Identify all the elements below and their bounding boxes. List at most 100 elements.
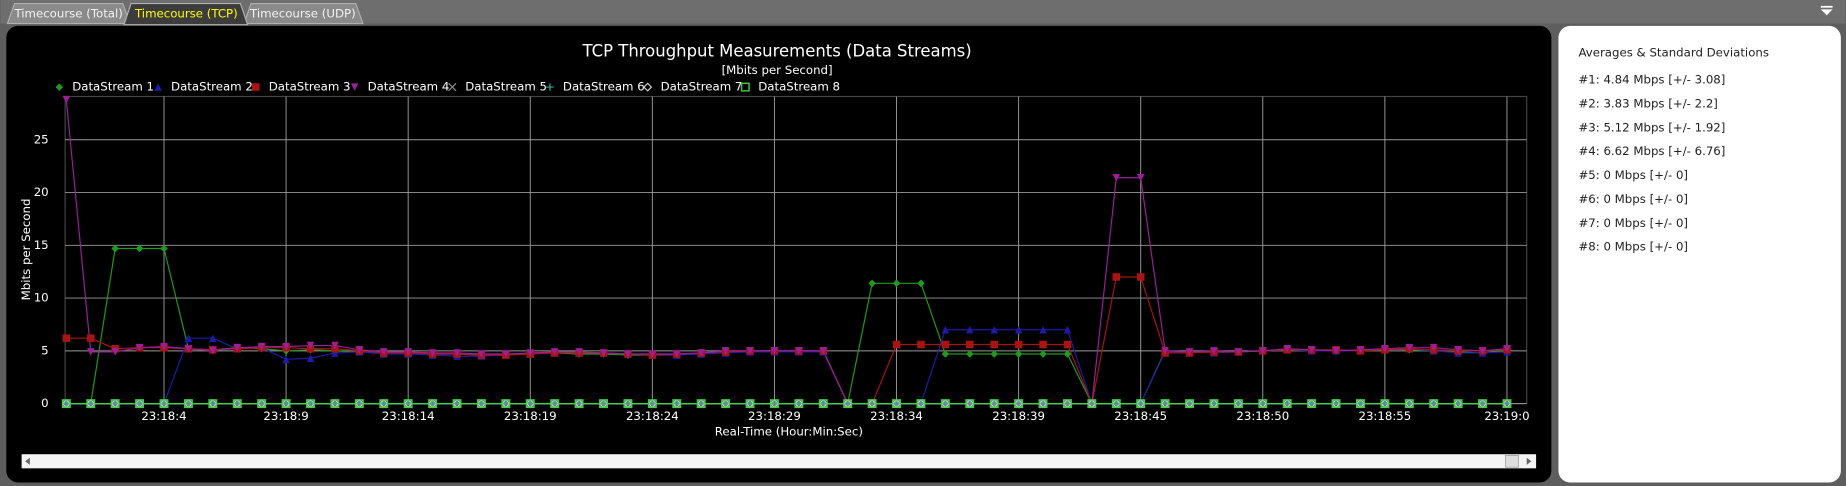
point — [1112, 399, 1121, 408]
point — [721, 399, 730, 408]
stats-line: #8: 0 Mbps [+/- 0] — [1578, 240, 1688, 254]
point — [257, 399, 266, 408]
point — [184, 344, 193, 353]
point — [306, 399, 315, 408]
point — [306, 399, 315, 409]
point — [1283, 399, 1291, 408]
point — [1503, 399, 1511, 408]
point — [477, 399, 486, 408]
point — [1185, 399, 1195, 409]
tab-label[interactable]: Timecourse (Total) — [13, 7, 122, 21]
point — [1404, 399, 1414, 409]
point — [1063, 350, 1072, 358]
point — [941, 340, 950, 349]
point — [1381, 344, 1389, 353]
point — [745, 399, 755, 409]
point — [843, 399, 853, 409]
point — [111, 244, 119, 253]
point — [184, 334, 193, 342]
legend-label: DataStream 3 — [269, 80, 351, 94]
point — [990, 350, 998, 358]
legend-label: DataStream 1 — [72, 80, 154, 94]
point — [1356, 346, 1365, 354]
point — [868, 279, 876, 288]
tab-label[interactable]: Timecourse (UDP) — [249, 7, 356, 21]
point — [648, 350, 657, 358]
scrollbar[interactable] — [21, 454, 1537, 469]
point — [1161, 347, 1169, 355]
legend-marker — [740, 82, 750, 92]
point — [209, 334, 217, 342]
point — [966, 325, 974, 334]
point — [624, 399, 632, 408]
point — [1039, 399, 1047, 408]
point — [111, 399, 119, 408]
point — [1332, 399, 1340, 408]
point — [1283, 344, 1291, 353]
point — [1307, 399, 1317, 409]
point — [624, 350, 632, 358]
point — [892, 340, 901, 349]
point — [599, 399, 608, 408]
point — [892, 399, 901, 408]
point — [111, 348, 119, 356]
point — [1307, 346, 1316, 354]
point — [599, 349, 608, 357]
stats-panel — [1558, 25, 1841, 483]
point — [525, 399, 535, 409]
point — [672, 350, 681, 358]
point — [672, 399, 682, 409]
x-tick-label: 23:18:34 — [870, 409, 923, 423]
point — [1210, 399, 1218, 408]
point — [1161, 399, 1169, 408]
point — [209, 347, 217, 355]
point — [428, 349, 437, 357]
tab-active[interactable] — [123, 2, 249, 26]
point — [1380, 399, 1390, 409]
scroll-thumb[interactable] — [1505, 455, 1519, 468]
point — [867, 399, 877, 409]
point — [1111, 399, 1121, 409]
point — [502, 350, 510, 358]
point — [184, 399, 193, 408]
tab-bar — [0, 0, 1846, 24]
x-tick-label: 23:18:24 — [626, 409, 679, 423]
point — [62, 399, 71, 408]
point — [1087, 399, 1097, 409]
legend-marker — [154, 83, 162, 91]
tab[interactable] — [243, 2, 364, 25]
point — [1063, 340, 1072, 349]
point — [379, 399, 389, 409]
plot: 0 5 10 15 20 25 23:18:4 23:18:9 23:18:14 23:18:19… — [34, 80, 1530, 423]
point — [86, 399, 95, 408]
point — [1478, 399, 1488, 409]
point — [355, 399, 364, 408]
point — [647, 399, 657, 409]
tab[interactable] — [6, 2, 131, 25]
point — [331, 341, 339, 350]
point — [330, 399, 340, 409]
point — [990, 325, 998, 334]
dropdown-icon[interactable] — [1820, 9, 1833, 16]
point — [404, 348, 412, 356]
point — [868, 399, 876, 408]
point — [1258, 399, 1268, 409]
legend-label: DataStream 5 — [465, 80, 547, 94]
x-tick-label: 23:18:50 — [1236, 409, 1289, 423]
point — [1234, 399, 1243, 408]
scroll-right[interactable] — [1526, 457, 1532, 465]
point — [331, 399, 339, 408]
point — [819, 347, 828, 355]
point — [843, 399, 852, 408]
point — [86, 334, 95, 342]
point — [574, 399, 584, 409]
scroll-left[interactable] — [25, 457, 30, 465]
y-tick-label: 20 — [34, 185, 49, 199]
point — [966, 340, 974, 349]
point — [453, 399, 461, 408]
point — [892, 399, 901, 409]
point — [550, 399, 560, 409]
stats-line: #5: 0 Mbps [+/- 0] — [1578, 168, 1688, 182]
tab-label[interactable]: Timecourse (TCP) — [134, 7, 238, 21]
